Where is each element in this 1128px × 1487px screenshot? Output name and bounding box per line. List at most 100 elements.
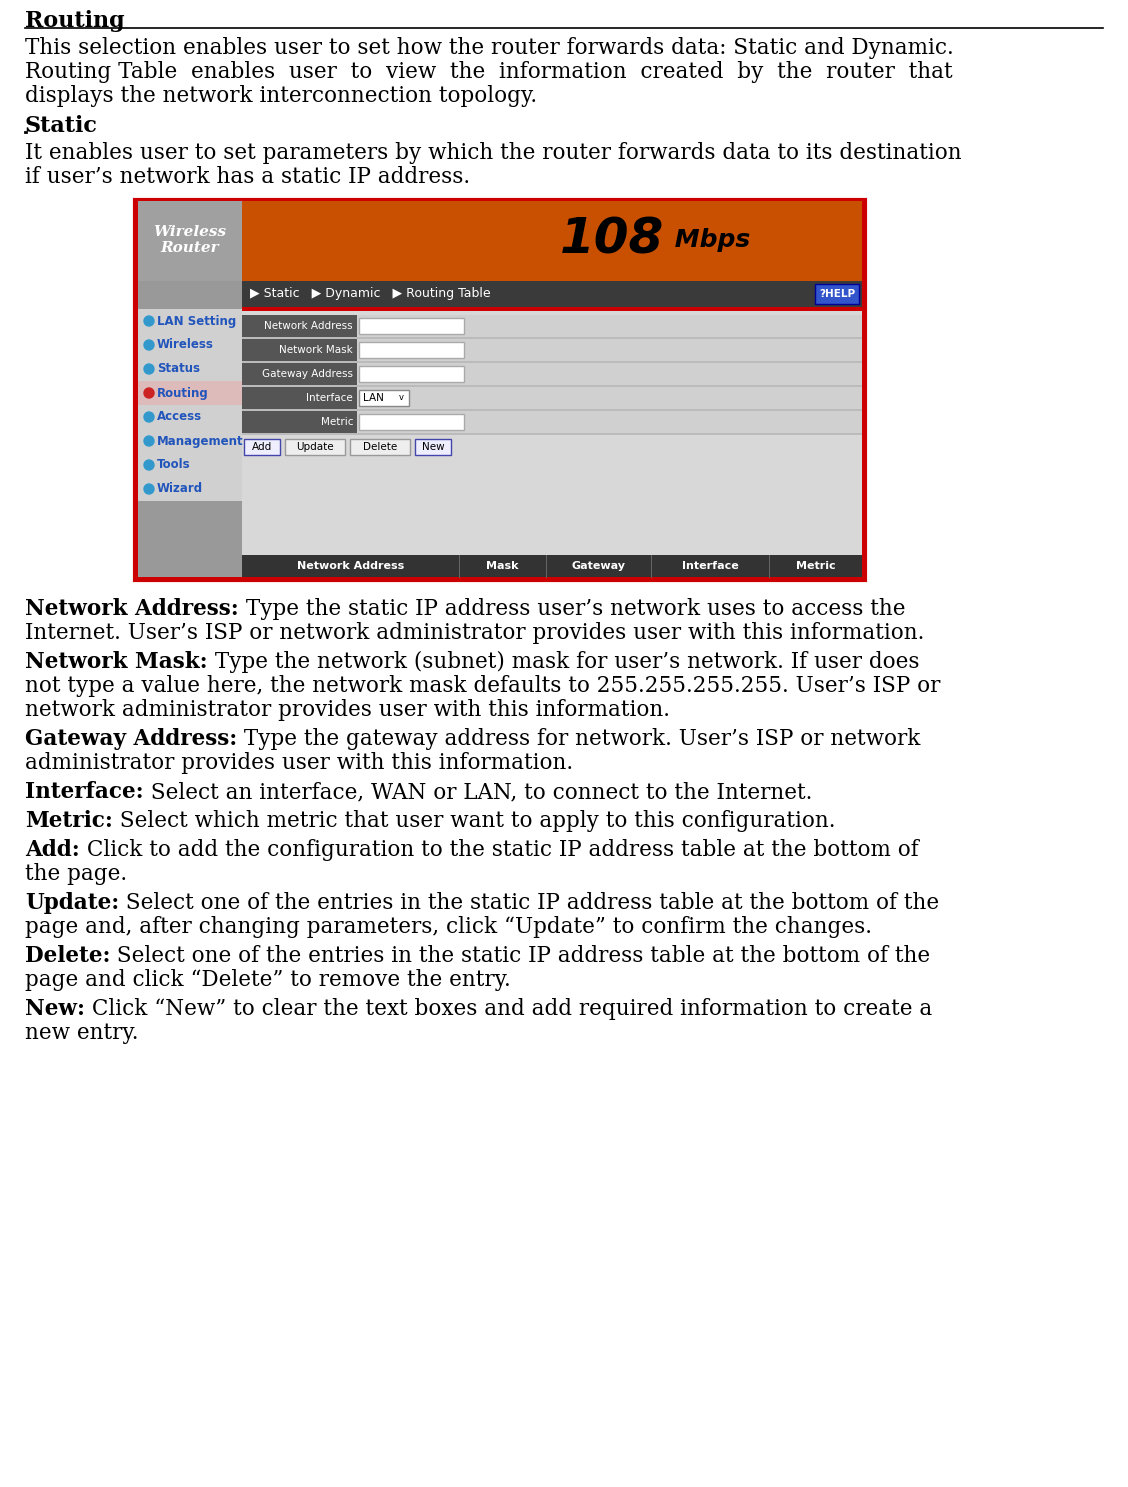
Text: Select an interface, WAN or LAN, to connect to the Internet.: Select an interface, WAN or LAN, to conn… [143,781,812,803]
Text: Access: Access [157,410,202,424]
Bar [135,199,865,580]
Bar [244,439,280,455]
Text: Mask: Mask [486,561,519,571]
Bar [356,410,862,433]
Text: Routing Table  enables  user  to  view  the  information  created  by  the  rout: Routing Table enables user to view the i… [25,61,953,83]
Bar [359,366,464,382]
Text: Update:: Update: [25,892,120,915]
Text: Select one of the entries in the static IP address table at the bottom of the: Select one of the entries in the static … [111,946,931,967]
Text: the page.: the page. [25,862,127,885]
Text: Interface:: Interface: [25,781,143,803]
Bar [243,338,862,339]
Text: not type a value here, the network mask defaults to 255.255.255.255. User’s ISP : not type a value here, the network mask … [25,675,941,697]
Text: ?HELP: ?HELP [819,288,855,299]
Bar [138,430,243,454]
Bar [243,361,862,363]
Text: Delete:: Delete: [25,946,111,967]
Bar [243,311,862,555]
Text: Type the network (subnet) mask for user’s network. If user does: Type the network (subnet) mask for user’… [208,651,919,674]
Text: Gateway Address: Gateway Address [262,369,353,379]
Text: Delete: Delete [363,442,397,452]
Text: Add: Add [252,442,272,452]
Text: Static: Static [25,114,98,137]
Text: Gateway: Gateway [572,561,626,571]
Text: Status: Status [157,363,200,376]
Bar [138,477,243,501]
Text: Management: Management [157,434,244,448]
Bar [243,433,862,436]
Text: Interface: Interface [681,561,739,571]
Circle shape [144,459,155,470]
Text: page and, after changing parameters, click “Update” to confirm the changes.: page and, after changing parameters, cli… [25,916,872,938]
Text: Wireless
Router: Wireless Router [153,225,227,256]
Text: Tools: Tools [157,458,191,471]
Bar [243,410,356,433]
Bar [138,454,243,477]
Text: Wireless: Wireless [157,339,214,351]
Text: New: New [422,442,444,452]
Text: LAN Setting: LAN Setting [157,314,236,327]
Bar [243,281,862,306]
Text: displays the network interconnection topology.: displays the network interconnection top… [25,85,537,107]
Circle shape [144,483,155,494]
Text: Update: Update [297,442,334,452]
Bar [285,439,345,455]
Text: This selection enables user to set how the router forwards data: Static and Dyna: This selection enables user to set how t… [25,37,954,59]
Bar [359,318,464,335]
Circle shape [144,388,155,399]
Text: Type the static IP address user’s network uses to access the: Type the static IP address user’s networ… [239,598,906,620]
Bar [243,339,356,361]
Text: Interface: Interface [306,393,353,403]
Text: Metric:: Metric: [25,810,113,833]
Text: Routing: Routing [157,387,209,400]
Text: Click “New” to clear the text boxes and add required information to create a: Click “New” to clear the text boxes and … [85,998,932,1020]
Bar [356,363,862,385]
Bar [356,315,862,338]
Text: 108: 108 [559,216,663,265]
Text: if user’s network has a static IP address.: if user’s network has a static IP addres… [25,167,470,187]
Bar [359,342,464,358]
Text: New:: New: [25,998,85,1020]
Circle shape [144,412,155,422]
Bar [243,409,862,410]
Circle shape [144,341,155,349]
Text: Click to add the configuration to the static IP address table at the bottom of: Click to add the configuration to the st… [80,839,918,861]
Text: v: v [399,394,404,403]
Text: page and click “Delete” to remove the entry.: page and click “Delete” to remove the en… [25,970,511,990]
Bar [350,439,409,455]
Bar [243,387,356,409]
Bar [138,404,243,430]
Bar [138,201,243,281]
Text: Wizard: Wizard [157,482,203,495]
Text: Network Address: Network Address [297,561,404,571]
Bar [243,459,862,555]
Text: Metric: Metric [320,416,353,427]
Text: new entry.: new entry. [25,1022,139,1044]
Text: Gateway Address:: Gateway Address: [25,729,237,749]
Bar [359,413,464,430]
Bar [243,363,356,385]
Bar [356,339,862,361]
Text: Routing: Routing [25,10,124,33]
Bar [243,315,356,338]
Bar [138,281,243,577]
Bar [243,385,862,387]
Bar [356,387,862,409]
Text: It enables user to set parameters by which the router forwards data to its desti: It enables user to set parameters by whi… [25,141,962,164]
Text: LAN: LAN [363,393,384,403]
Text: ▶ Static   ▶ Dynamic   ▶ Routing Table: ▶ Static ▶ Dynamic ▶ Routing Table [250,287,491,300]
Text: network administrator provides user with this information.: network administrator provides user with… [25,699,670,721]
Text: Metric: Metric [795,561,836,571]
Bar [243,201,862,281]
Text: administrator provides user with this information.: administrator provides user with this in… [25,752,573,775]
Bar [243,555,862,577]
Bar [415,439,451,455]
Bar [138,309,243,333]
Text: Add:: Add: [25,839,80,861]
Bar [243,306,862,311]
Text: Type the gateway address for network. User’s ISP or network: Type the gateway address for network. Us… [237,729,920,749]
Text: Network Address:: Network Address: [25,598,239,620]
Text: Internet. User’s ISP or network administrator provides user with this informatio: Internet. User’s ISP or network administ… [25,622,924,644]
Text: Network Address: Network Address [264,321,353,332]
Text: Select one of the entries in the static IP address table at the bottom of the: Select one of the entries in the static … [120,892,940,915]
